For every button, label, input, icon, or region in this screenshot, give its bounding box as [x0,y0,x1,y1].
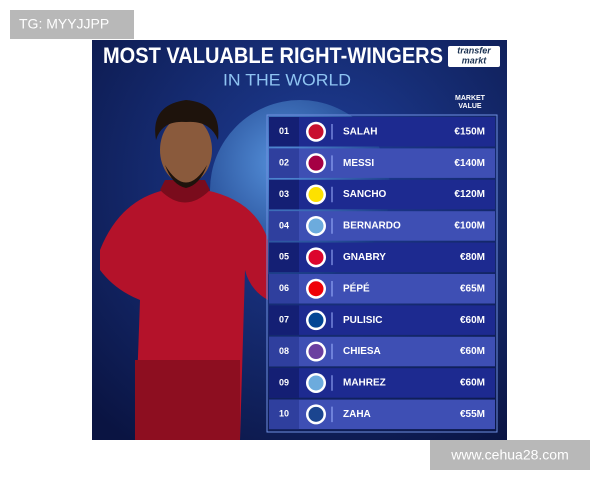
rank-cell [269,399,299,430]
market-value: €60M [460,378,485,389]
rank: 01 [279,126,289,136]
player-name: SANCHO [343,189,387,200]
club-crest-inner [308,187,324,203]
logo-text: transfer [457,45,491,55]
player-name: MAHREZ [343,378,386,389]
player-name: GNABRY [343,252,386,263]
club-crest-inner [308,249,324,265]
table-frame [266,114,498,433]
rank-cell [269,368,299,398]
watermark-text: www.cehua28.com [450,447,569,463]
player-name: PÉPÉ [343,281,370,294]
rank-cell [269,336,299,367]
rank: 09 [279,377,289,387]
market-value: €140M [454,158,485,169]
rank-cell [269,305,299,335]
club-crest-inner [308,375,324,391]
club-crest-inner [308,155,324,171]
club-crest-inner [308,124,324,140]
rank-cell [269,117,299,147]
watermark-box [10,10,134,39]
market-value: €65M [460,283,485,294]
column-header: MARKET VALUE [455,95,485,110]
poster: MOST VALUABLE RIGHT-WINGERS IN THE WORLD… [92,40,507,440]
rank-cell [269,242,299,273]
club-crest-inner [308,344,324,360]
club-crest-inner [308,406,324,422]
player-name: CHIESA [343,346,381,357]
rank: 10 [279,409,289,419]
rank: 02 [279,158,289,168]
club-crest-inner [308,312,324,328]
club-crest-inner [308,218,324,234]
market-value: €60M [460,315,485,326]
rank-cell [269,274,299,304]
player-name: ZAHA [343,409,371,420]
player-figure [100,100,268,440]
logo-box [448,46,500,67]
market-value: €120M [454,189,485,200]
rank: 04 [279,220,289,230]
table-rows: 01 SALAH €150M 02 MESSI €140M 03 SANCHO €120M 04 B… [269,117,495,430]
column-header-box: MARKET VALUE [455,95,485,110]
rank-cell [269,148,299,178]
market-value: €55M [460,409,485,420]
logo-text: markt [462,55,488,65]
watermark-text: TG: MYYJJPP [19,16,109,32]
player-name: MESSI [343,158,374,169]
player-name: BERNARDO [343,221,401,232]
player-name: PULISIC [343,315,382,326]
rank: 08 [279,346,289,356]
rank: 07 [279,315,289,325]
club-crest-inner [308,281,324,297]
market-value: €100M [454,221,485,232]
rank: 06 [279,283,289,293]
rank: 05 [279,252,289,262]
watermark-box [430,440,590,470]
rank-cell [269,211,299,241]
title: MOST VALUABLE RIGHT-WINGERS [103,43,443,68]
rank-cell [269,179,299,210]
market-value: €150M [454,126,485,137]
brand-logo: transfer markt [448,45,500,67]
market-value: €80M [460,252,485,263]
market-value: €60M [460,346,485,357]
subtitle: IN THE WORLD [223,70,351,89]
player-name: SALAH [343,126,377,137]
rank: 03 [279,189,289,199]
